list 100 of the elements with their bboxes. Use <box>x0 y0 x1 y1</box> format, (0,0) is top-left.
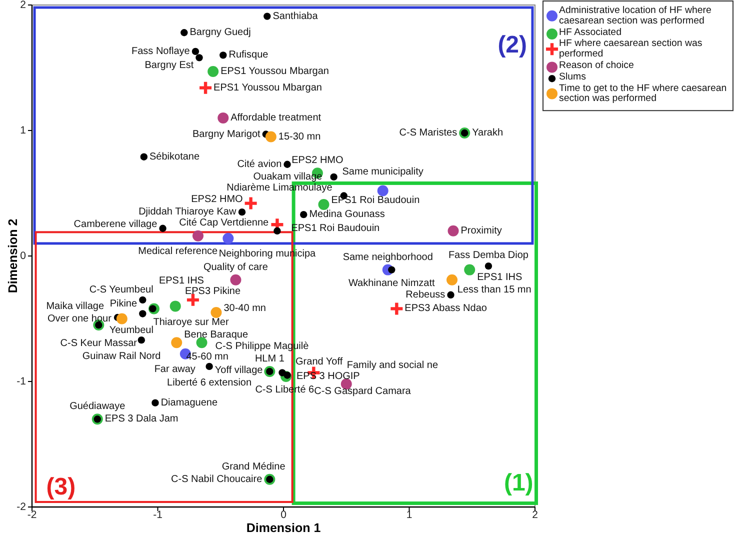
y-tick-label: 1 <box>20 124 26 136</box>
point <box>220 52 227 59</box>
point <box>284 160 291 168</box>
point <box>198 80 214 96</box>
annotation: Maika village <box>46 301 104 312</box>
annotation: Family and social ne <box>346 360 438 372</box>
annotation: Diamaguene <box>160 397 218 408</box>
annotation: 45-60 mn <box>186 352 228 363</box>
annotation: Guédiawaye <box>70 401 126 412</box>
point <box>180 29 188 36</box>
annotation: Sébikotane <box>150 151 200 162</box>
annotation: EPS2 HMO <box>292 155 344 166</box>
point <box>230 274 242 286</box>
point <box>208 66 219 78</box>
annotation: 15-30 mn <box>278 131 321 142</box>
annotation: EPS 3 HOGIP <box>296 370 360 382</box>
annotation: Djiddah Thiaroye Kaw <box>138 206 237 218</box>
y-tick-label: -2 <box>16 501 26 513</box>
legend-label: Time to get to the HF where caesarean section was performed <box>559 83 727 105</box>
point <box>484 262 492 270</box>
annotation: 30-40 mn <box>224 303 266 314</box>
annotation: EPS2 HMO <box>191 194 244 205</box>
annotation: Proximity <box>460 225 502 236</box>
point <box>196 54 203 62</box>
point <box>300 210 308 218</box>
annotation: Santhiaba <box>272 10 318 22</box>
annotation: Bene Baraque <box>184 329 248 340</box>
legend-label: Administrative location of HF where caesarean section was performed <box>559 5 712 27</box>
y-tick-label: 0 <box>20 250 26 262</box>
x-tick-label: 0 <box>280 509 287 521</box>
annotation: Far away <box>154 364 196 375</box>
annotation: C-S Maristes <box>399 128 458 139</box>
annotation: Fass Demba Diop <box>448 250 529 261</box>
annotation: Camberene village <box>74 219 158 230</box>
point <box>140 153 148 160</box>
annotation: Yoff village <box>214 364 264 376</box>
annotation: Rufisque <box>228 50 269 61</box>
x-tick-label: 1 <box>406 509 412 521</box>
point <box>389 301 404 316</box>
y-axis-title: Dimension 2 <box>6 218 20 294</box>
annotation: EPS1 Roi Baudouin <box>331 195 420 206</box>
annotation: Same neighborhood <box>342 252 433 263</box>
point <box>170 300 181 312</box>
x-tick-label: -1 <box>153 509 163 521</box>
annotation: Fass Noflaye <box>132 46 190 57</box>
point <box>238 208 246 216</box>
annotation: C-S Gaspard Camara <box>314 386 412 398</box>
annotation: Guinaw Rail Nord <box>82 351 161 362</box>
legend-label: HF where caesarean section was performed <box>559 38 702 60</box>
point <box>264 12 271 20</box>
annotation: C-S Nabil Choucaire <box>171 474 263 485</box>
annotation: Grand Yoff <box>296 356 343 368</box>
annotation: HLM 1 <box>254 353 285 364</box>
point <box>210 306 222 318</box>
point <box>139 310 146 318</box>
annotation: Medina Gounass <box>309 209 385 220</box>
annotation: C-S Keur Massar <box>60 338 138 350</box>
point <box>171 337 182 348</box>
legend-label: Slums <box>559 72 586 83</box>
annotation: EPS 3 Dala Jam <box>104 414 178 425</box>
annotation: Bargny Est <box>144 60 194 71</box>
annotation: EPS1 IHS <box>477 272 522 284</box>
annotation: Bargny Marigot <box>192 128 261 140</box>
point <box>243 196 258 211</box>
point <box>464 264 476 276</box>
point <box>388 266 396 274</box>
point <box>196 337 208 348</box>
annotation: EPS1 IHS <box>158 275 204 286</box>
point <box>448 225 459 236</box>
annotation: Cité avion <box>237 158 282 170</box>
point <box>330 173 338 181</box>
point <box>159 224 166 232</box>
point <box>377 185 388 196</box>
point <box>265 131 276 142</box>
annotation: Pikine <box>110 298 138 310</box>
x-axis-title: Dimension 1 <box>246 521 321 535</box>
point <box>206 362 213 370</box>
annotation: Thiaroye sur Mer <box>153 316 230 328</box>
annotation: Bargny Guedj <box>190 27 251 38</box>
annotation: EPS3 Abass Ndao <box>404 303 488 314</box>
point <box>218 112 229 124</box>
annotation: (3) <box>46 473 76 500</box>
point <box>447 291 454 299</box>
point <box>192 230 204 242</box>
point <box>274 227 281 234</box>
legend-label: HF Associated <box>559 27 622 38</box>
annotation: EPS1 Youssou Mbargan <box>214 82 322 94</box>
annotation: (2) <box>498 32 528 59</box>
annotation: Medical reference <box>138 246 218 257</box>
y-tick-label: 2 <box>20 0 26 11</box>
annotation: Liberté 6 extension <box>167 378 252 389</box>
annotation: Ouakam village <box>253 171 323 182</box>
annotation: EPS1 Youssou Mbargan <box>220 66 329 78</box>
point <box>192 48 200 56</box>
annotation: Quality of care <box>203 262 268 273</box>
annotation: Grand Médine <box>222 461 286 472</box>
x-tick-label: 2 <box>532 509 538 521</box>
point <box>139 296 146 304</box>
annotation: Wakhinane Nimzatt <box>348 278 436 289</box>
point <box>222 232 234 244</box>
